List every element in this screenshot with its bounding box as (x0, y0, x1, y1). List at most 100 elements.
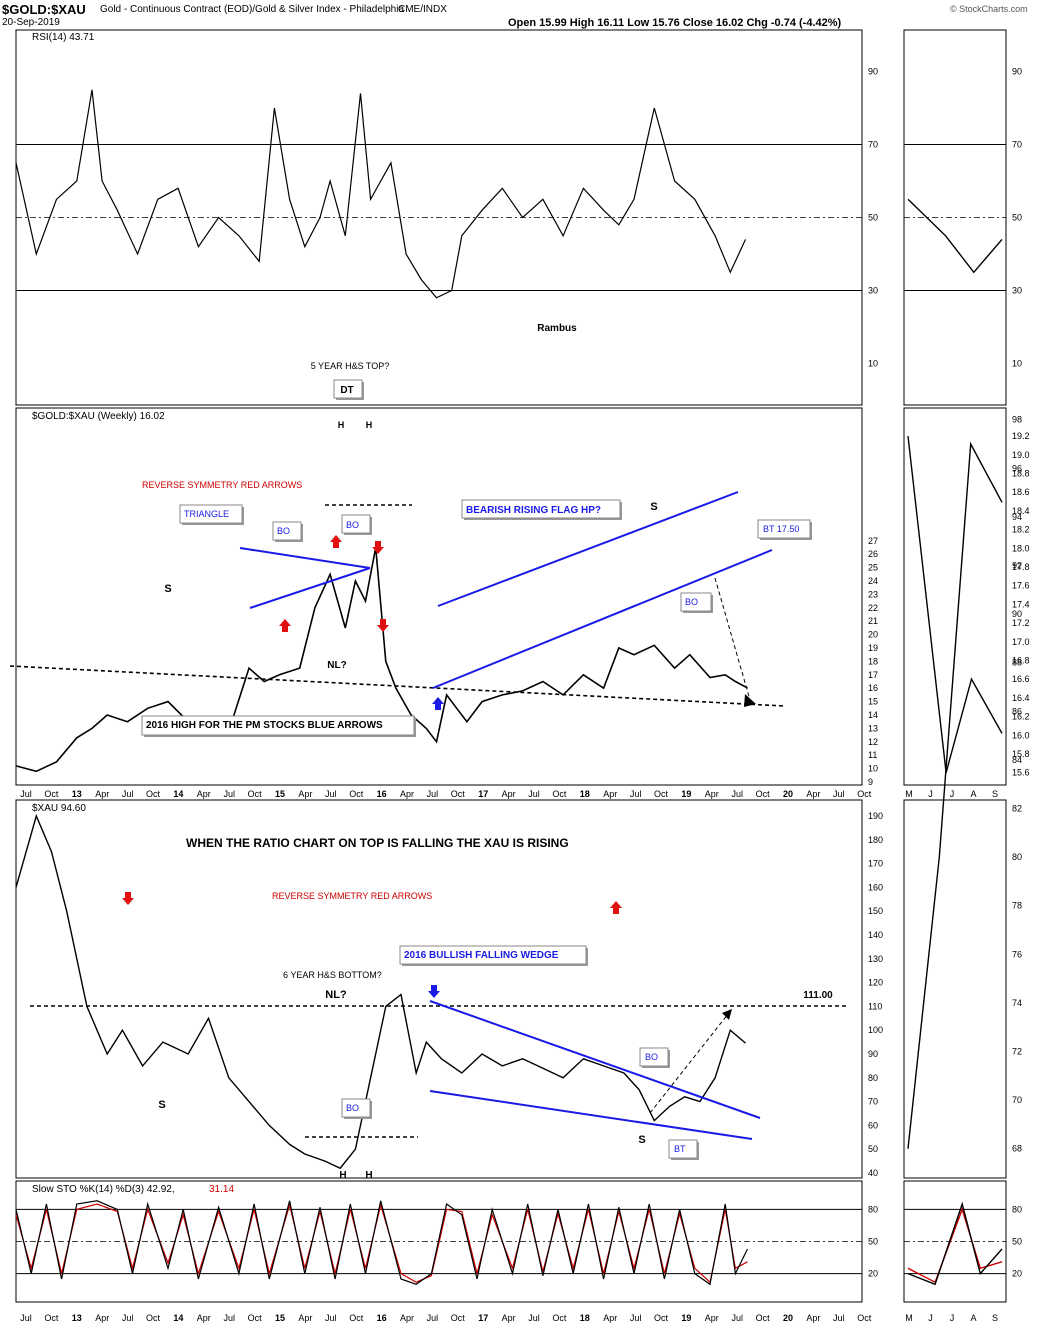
ratio-annotation: BT 17.50 (763, 524, 799, 534)
xau-annotation: BO (346, 1103, 359, 1113)
x-axis-label-bottom: Apr (298, 1313, 312, 1323)
x-axis-label-bottom: Apr (502, 1313, 516, 1323)
ratio-y-tick-label: 16 (868, 683, 878, 693)
projection-arrow-line (714, 577, 751, 701)
x-axis-label-bottom: Oct (248, 1313, 263, 1323)
triangle-lower-line (249, 567, 371, 609)
bt-callout (757, 519, 811, 539)
xau-annotation: REVERSE SYMMETRY RED ARROWS (272, 891, 432, 901)
bo-callout (272, 521, 302, 541)
x-axis-label-bottom: Jul (427, 1313, 439, 1323)
chart-date: 20-Sep-2019 (2, 17, 60, 28)
x-axis-label-bottom: 17 (478, 1313, 488, 1323)
x-axis-label-ratio: Apr (298, 789, 312, 799)
inset-xau-y-tick-label: 70 (1012, 1095, 1022, 1105)
inset-ratio-y-tick-label: 19.2 (1012, 431, 1030, 441)
xau-inset-frame (903, 799, 1007, 1179)
watermark: © StockCharts.com (950, 4, 1028, 14)
inset-rsi-y-tick-label: 10 (1012, 359, 1022, 369)
inset-ratio-y-tick-label: 16.6 (1012, 674, 1030, 684)
x-axis-label-bottom: 14 (173, 1313, 183, 1323)
ratio-y-tick-label: 12 (868, 737, 878, 747)
xau-annotation: BT (674, 1144, 686, 1154)
sto-y-tick-label: 50 (868, 1237, 878, 1247)
neckline-dashed (9, 665, 785, 707)
x-axis-label-ratio: Apr (806, 789, 820, 799)
chart-symbol: $GOLD:$XAU (2, 2, 86, 17)
xau-y-tick-label: 120 (868, 978, 883, 988)
rsi-y-tick-label: 10 (868, 359, 878, 369)
inset-x-axis-label-bottom: S (992, 1313, 998, 1323)
inset-ratio-y-tick-label: 17.0 (1012, 637, 1030, 647)
rsi-y-tick-label: 70 (868, 140, 878, 150)
ratio-y-tick-label: 17 (868, 670, 878, 680)
x-axis-label-ratio: 13 (72, 789, 82, 799)
inset-ratio-y-tick-label: 18.8 (1012, 468, 1030, 478)
ratio-inset-frame (903, 407, 1007, 786)
inset-x-axis-label-bottom: M (905, 1313, 913, 1323)
x-axis-label-ratio: Oct (248, 789, 263, 799)
inset-ratio-y-tick-label: 18.2 (1012, 525, 1030, 535)
ratio-annotation: NL? (327, 660, 346, 671)
inset-xau-y-tick-label: 80 (1012, 852, 1022, 862)
xau-y-tick-label: 60 (868, 1120, 878, 1130)
x-axis-label-ratio: Oct (654, 789, 669, 799)
ratio-y-tick-label: 25 (868, 563, 878, 573)
xau-annotation: WHEN THE RATIO CHART ON TOP IS FALLING T… (186, 836, 569, 850)
x-axis-label-bottom: Oct (857, 1313, 872, 1323)
inset-xau-y-tick-label: 74 (1012, 998, 1022, 1008)
x-axis-label-ratio: Jul (20, 789, 32, 799)
ratio-panel-frame (15, 407, 863, 786)
xau-annotation: 111.00 (803, 990, 833, 1001)
xau-annotation: BO (645, 1052, 658, 1062)
x-axis-label-bottom: Jul (223, 1313, 235, 1323)
x-axis-label-ratio: Apr (603, 789, 617, 799)
red-arrow-down (372, 541, 384, 554)
sto-legend-k: Slow STO %K(14) %D(3) 42.92, (32, 1184, 175, 1195)
inset-xau-y-tick-label: 88 (1012, 658, 1022, 668)
xau-y-tick-label: 70 (868, 1097, 878, 1107)
inset-ratio-y-tick-label: 15.6 (1012, 768, 1030, 778)
ratio-y-tick-label: 20 (868, 630, 878, 640)
x-axis-label-bottom: Jul (325, 1313, 337, 1323)
xau-annotation: 2016 BULLISH FALLING WEDGE (404, 950, 559, 961)
xau-y-tick-label: 180 (868, 835, 883, 845)
ratio-line (15, 547, 748, 773)
inset-x-axis-label-bottom: J (950, 1313, 955, 1323)
x-axis-label-ratio: 19 (681, 789, 691, 799)
x-axis-label-bottom: Jul (630, 1313, 642, 1323)
quote-line: Open 15.99 High 16.11 Low 15.76 Close 16… (508, 17, 842, 29)
blue-arrow-down (428, 985, 440, 998)
ratio-legend: $GOLD:$XAU (Weekly) 16.02 (32, 411, 165, 422)
inset-sto-y-tick-label: 20 (1012, 1269, 1022, 1279)
inset-sto-k-line (907, 1201, 1003, 1286)
inset-ratio-y-tick-label: 16.4 (1012, 693, 1030, 703)
sto-legend-d: 31.14 (209, 1184, 234, 1195)
x-axis-label-ratio: 16 (377, 789, 387, 799)
x-axis-label-bottom: Jul (731, 1313, 743, 1323)
ratio-annotation: 2016 HIGH FOR THE PM STOCKS BLUE ARROWS (146, 720, 383, 731)
inset-x-axis-label-bottom: J (928, 1313, 933, 1323)
inset-rsi-y-tick-label: 90 (1012, 67, 1022, 77)
xau-y-tick-label: 110 (868, 1001, 882, 1011)
x-axis-label-ratio: 18 (580, 789, 590, 799)
dt-callout (333, 379, 363, 399)
xau-annotation: S (638, 1134, 645, 1146)
inset-ratio-y-tick-label: 18.0 (1012, 543, 1030, 553)
xau-legend: $XAU 94.60 (32, 803, 86, 814)
x-axis-label-ratio: Jul (325, 789, 337, 799)
bo-callout (680, 592, 712, 612)
inset-rsi-y-tick-label: 50 (1012, 213, 1022, 223)
x-axis-label-bottom: Apr (197, 1313, 211, 1323)
xau-y-tick-label: 140 (868, 930, 883, 940)
x-axis-label-bottom: Apr (95, 1313, 109, 1323)
xau-panel-frame (15, 799, 863, 1179)
ratio-y-tick-label: 10 (868, 764, 878, 774)
sto-y-tick-label: 80 (868, 1204, 878, 1214)
inset-xau-line (907, 441, 1003, 1149)
inset-x-axis-label: A (970, 789, 976, 799)
x-axis-label-ratio: 20 (783, 789, 793, 799)
xau-projection-line (649, 1013, 729, 1114)
ratio-y-tick-label: 27 (868, 536, 878, 546)
